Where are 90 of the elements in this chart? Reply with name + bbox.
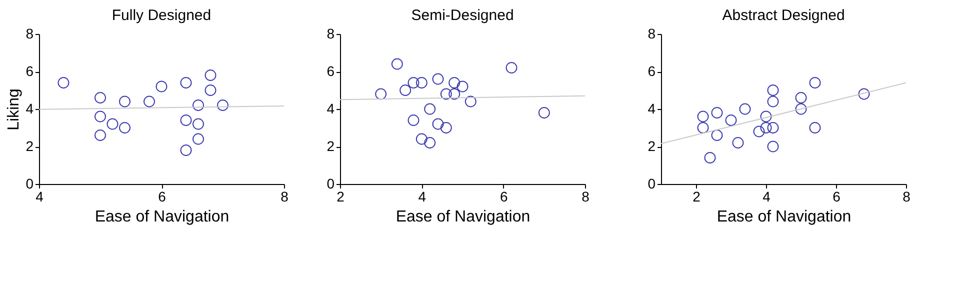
point bbox=[760, 110, 772, 122]
y-tick-label: 6 bbox=[648, 63, 656, 79]
x-tick-label: 8 bbox=[902, 188, 911, 204]
point bbox=[448, 77, 460, 88]
point bbox=[119, 96, 130, 108]
x-tick-label: 6 bbox=[500, 188, 508, 204]
point bbox=[424, 137, 436, 148]
point bbox=[753, 126, 765, 138]
point bbox=[767, 96, 779, 108]
point bbox=[858, 88, 870, 100]
point bbox=[94, 92, 106, 104]
y-tick-label: 8 bbox=[26, 26, 34, 42]
point bbox=[192, 133, 204, 145]
point bbox=[416, 77, 428, 88]
point bbox=[711, 130, 723, 141]
point bbox=[538, 107, 550, 118]
point bbox=[432, 73, 444, 85]
y-tick-label: 4 bbox=[648, 100, 656, 116]
point bbox=[809, 122, 821, 134]
x-tick-label: 4 bbox=[418, 188, 426, 204]
point bbox=[204, 70, 216, 81]
y-tick-label: 0 bbox=[26, 176, 34, 192]
y-tick-label: 2 bbox=[326, 138, 335, 154]
x-tick-label: 4 bbox=[762, 188, 771, 204]
point bbox=[106, 118, 118, 130]
y-tick-label: 2 bbox=[648, 138, 656, 154]
point bbox=[440, 122, 452, 134]
point bbox=[704, 152, 716, 164]
chart-title: Abstract Designed bbox=[722, 7, 845, 24]
point bbox=[725, 114, 737, 126]
point bbox=[456, 80, 468, 92]
x-axis-title: Ease of Navigation bbox=[716, 208, 852, 226]
x-tick-label: 6 bbox=[832, 188, 841, 204]
point bbox=[697, 122, 709, 134]
point bbox=[760, 122, 772, 134]
point bbox=[448, 88, 460, 100]
point bbox=[192, 118, 204, 130]
point bbox=[156, 80, 168, 92]
point bbox=[739, 103, 751, 115]
point bbox=[94, 110, 106, 122]
point bbox=[400, 84, 412, 96]
point bbox=[180, 77, 192, 88]
point bbox=[424, 103, 436, 115]
point bbox=[94, 130, 106, 141]
point bbox=[144, 96, 155, 108]
x-axis-title: Ease of Navigation bbox=[396, 208, 530, 226]
point bbox=[767, 84, 779, 96]
y-tick-label: 6 bbox=[326, 63, 335, 79]
point bbox=[408, 77, 420, 88]
point bbox=[506, 62, 518, 74]
chart-title: Semi-Designed bbox=[411, 7, 514, 24]
point bbox=[795, 92, 807, 104]
point bbox=[432, 118, 444, 130]
point bbox=[464, 96, 476, 108]
point bbox=[767, 140, 779, 152]
chart-title: Fully Designed bbox=[112, 7, 212, 24]
point bbox=[408, 114, 420, 126]
point bbox=[217, 100, 228, 111]
x-tick-label: 4 bbox=[36, 188, 44, 204]
x-tick-label: 8 bbox=[280, 188, 289, 204]
y-tick-label: 2 bbox=[26, 138, 34, 154]
point bbox=[180, 144, 192, 156]
y-tick-label: 4 bbox=[26, 100, 34, 116]
point bbox=[375, 88, 387, 100]
y-tick-label: 8 bbox=[648, 26, 656, 42]
x-tick-label: 2 bbox=[692, 188, 701, 204]
point bbox=[732, 137, 744, 148]
y-tick-label: 6 bbox=[26, 63, 34, 79]
point bbox=[711, 107, 723, 118]
point bbox=[767, 122, 779, 134]
point bbox=[58, 77, 70, 88]
point bbox=[204, 84, 216, 96]
point bbox=[416, 133, 428, 145]
point bbox=[795, 103, 807, 115]
x-tick-label: 6 bbox=[158, 188, 166, 204]
x-axis-title: Ease of Navigation bbox=[94, 208, 230, 226]
point bbox=[180, 114, 192, 126]
point bbox=[119, 122, 130, 134]
y-tick-label: 8 bbox=[326, 26, 335, 42]
y-tick-label: 0 bbox=[648, 176, 656, 192]
point bbox=[697, 110, 709, 122]
point bbox=[440, 88, 452, 100]
y-tick-label: 4 bbox=[326, 100, 335, 116]
point bbox=[809, 77, 821, 88]
point bbox=[391, 58, 403, 70]
point bbox=[192, 100, 204, 111]
y-axis-title: Liking bbox=[6, 88, 23, 130]
y-tick-label: 0 bbox=[326, 176, 335, 192]
x-tick-label: 2 bbox=[336, 188, 345, 204]
x-tick-label: 8 bbox=[582, 188, 590, 204]
